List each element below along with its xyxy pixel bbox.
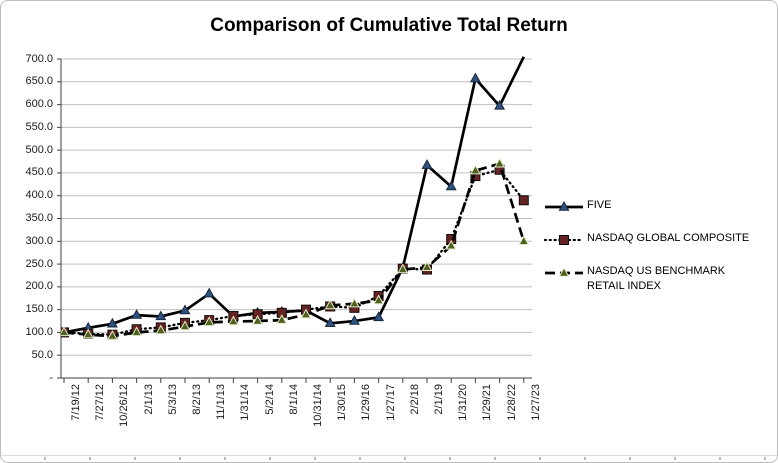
y-axis-tick-label: 300.0 [25,234,53,247]
data-point-marker [131,326,143,337]
y-axis-tick-label: 600.0 [25,98,53,111]
legend-item-1: NASDAQ GLOBAL COMPOSITE [544,231,772,247]
data-point-marker [445,239,457,250]
x-axis-tick-label: 5/2/14 [263,384,276,415]
legend-item-0: FIVE [544,198,772,214]
x-axis-tick-label: 8/2/13 [191,384,203,415]
y-axis-tick-label: 250.0 [25,257,53,270]
data-point-marker [518,195,529,206]
data-point-marker [203,287,215,298]
data-point-marker [397,263,409,274]
y-axis-tick-label: 50.0 [31,348,53,361]
data-point-marker [131,309,143,319]
y-axis-tick-label: 150.0 [25,303,53,316]
legend: FIVE NASDAQ GLOBAL COMPOSITE NASDAQ US BEN… [544,198,772,311]
x-axis-tick-label: 2/1/19 [433,384,445,415]
x-axis-tick-label: 8/1/14 [287,384,300,415]
x-axis-tick-label: 1/29/16 [360,384,373,421]
data-point-marker [179,320,191,331]
x-axis-tick-label: 1/28/22 [505,384,518,421]
y-axis-tick-label: 500.0 [25,143,53,156]
x-axis-tick-label: 1/27/23 [529,384,542,421]
data-point-marker [203,316,215,327]
data-point-marker [421,261,433,271]
y-axis-tick-label: 450.0 [25,166,53,179]
data-point-marker [227,315,239,326]
data-point-marker [494,99,506,110]
data-point-marker [373,311,385,322]
data-point-marker [300,308,312,319]
y-axis-tick-label: 550.0 [25,120,53,133]
chart-title: Comparison of Cumulative Total Return [210,15,568,36]
data-point-marker [179,304,191,315]
x-axis-tick-label: 1/31/14 [239,384,252,421]
x-axis-tick-label: 2/1/13 [142,384,155,415]
data-point-marker [494,157,506,168]
x-axis-tick-label: 5/3/13 [166,384,179,415]
x-axis-tick-label: 7/27/12 [94,384,107,421]
y-axis-tick-label: 100.0 [25,325,53,338]
x-axis-tick-label: 10/31/14 [312,384,324,427]
data-point-marker [324,299,336,310]
legend-item-2: NASDAQ US BENCHMARK RETAIL INDEX [544,264,772,294]
data-point-marker [469,164,481,175]
data-point-marker [348,297,360,308]
x-axis-tick-label: 2/2/18 [408,384,421,415]
x-axis-tick-label: 7/19/12 [70,384,82,421]
y-axis-tick-label: 700.0 [25,52,53,65]
x-axis-tick-label: 1/29/21 [481,384,494,421]
data-point-marker [348,315,360,325]
legend-swatch-solid [545,200,583,211]
y-axis-tick-label: 200.0 [25,280,53,293]
legend-label: NASDAQ US BENCHMARK RETAIL INDEX [587,265,726,292]
legend-label: NASDAQ GLOBAL COMPOSITE [587,232,750,244]
legend-swatch-dotted [544,235,584,245]
y-axis-tick-label: - [49,371,53,384]
series-line-0 [63,56,526,334]
x-axis-tick-label: 1/31/20 [457,384,470,421]
data-point-marker [106,317,118,328]
worksheet-edge-line [1,455,777,462]
data-point-marker [373,294,385,305]
data-point-marker [421,159,433,169]
data-point-marker [469,72,481,83]
data-point-marker [276,314,288,324]
legend-label: FIVE [587,199,612,211]
data-point-marker [155,324,167,335]
x-axis-tick-label: 10/26/12 [118,384,131,427]
data-point-marker [106,330,118,340]
data-point-marker [445,180,457,191]
x-axis-tick-label: 1/30/15 [336,384,349,421]
y-axis-tick-label: 350.0 [25,212,53,224]
data-point-marker [252,315,264,325]
x-axis-tick-label: 1/27/17 [384,384,397,421]
data-point-marker [324,317,336,328]
data-point-marker [82,328,94,339]
data-point-marker [518,235,530,245]
data-point-marker [61,326,70,337]
y-axis-tick-label: 650.0 [25,75,53,88]
legend-swatch-dashed [545,266,583,277]
x-axis-tick-label: 11/1/13 [215,384,228,420]
data-point-marker [155,310,167,321]
y-axis-tick-label: 400.0 [25,189,53,202]
